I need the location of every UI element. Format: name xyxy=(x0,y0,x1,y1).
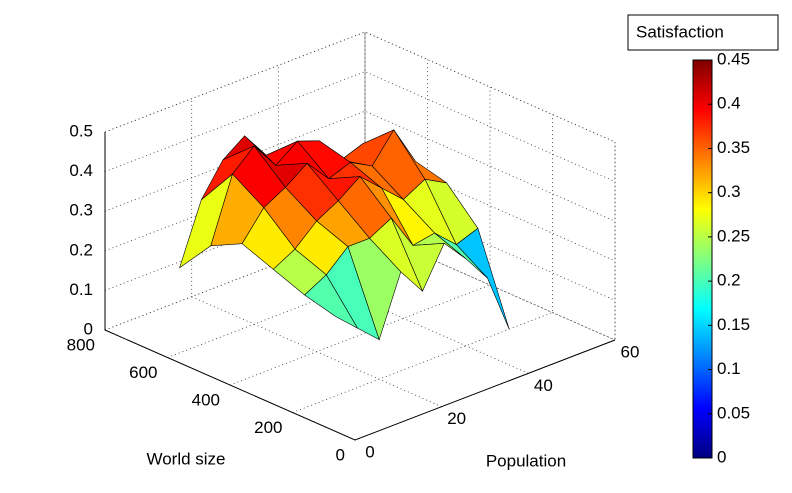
grid-line xyxy=(104,32,366,331)
colorbar-tick-label: 0.2 xyxy=(717,271,741,290)
y-tick-label: 0 xyxy=(336,445,345,464)
x-tick-label: 40 xyxy=(534,376,553,395)
surface-facet xyxy=(304,274,359,329)
colorbar-tick-label: 0.35 xyxy=(717,138,750,157)
colorbar-tick-label: 0.25 xyxy=(717,226,750,245)
grid-line xyxy=(104,71,616,182)
x-tick-label: 0 xyxy=(365,442,374,461)
colorbar xyxy=(692,59,713,459)
grid-line xyxy=(104,110,616,222)
y-axis-label: World size xyxy=(146,449,225,468)
z-tick-label: 0 xyxy=(84,319,93,338)
y-tick-label: 600 xyxy=(129,363,157,382)
y-tick-label: 400 xyxy=(192,390,220,409)
grid-line xyxy=(167,59,428,358)
legend-box xyxy=(627,14,779,51)
axis-line xyxy=(104,132,616,441)
x-tick-label: 20 xyxy=(447,409,466,428)
x-tick-label: 60 xyxy=(621,342,640,361)
y-tick-label: 800 xyxy=(67,335,95,354)
grid-line xyxy=(229,87,491,386)
z-tick-label: 0.2 xyxy=(69,240,93,259)
z-tick-label: 0.5 xyxy=(69,121,93,140)
colorbar-tick-label: 0.3 xyxy=(717,182,741,201)
colorbar-tick-label: 0.45 xyxy=(717,49,750,68)
grid-line xyxy=(292,114,553,413)
y-tick-label: 200 xyxy=(254,418,282,437)
colorbar-tick-label: 0.4 xyxy=(717,94,741,113)
colorbar-tick-label: 0.1 xyxy=(717,359,741,378)
z-tick-label: 0.3 xyxy=(69,201,93,220)
surface-facet xyxy=(455,227,510,330)
colorbar-tick-label: 0.15 xyxy=(717,315,750,334)
grid-line xyxy=(104,31,616,143)
legend-title: Satisfaction xyxy=(636,22,724,41)
x-axis-label: Population xyxy=(486,451,566,470)
z-tick-label: 0.1 xyxy=(69,280,93,299)
colorbar-tick-label: 0.05 xyxy=(717,403,750,422)
z-tick-label: 0.4 xyxy=(69,161,93,180)
colorbar-tick-label: 0 xyxy=(717,447,726,466)
